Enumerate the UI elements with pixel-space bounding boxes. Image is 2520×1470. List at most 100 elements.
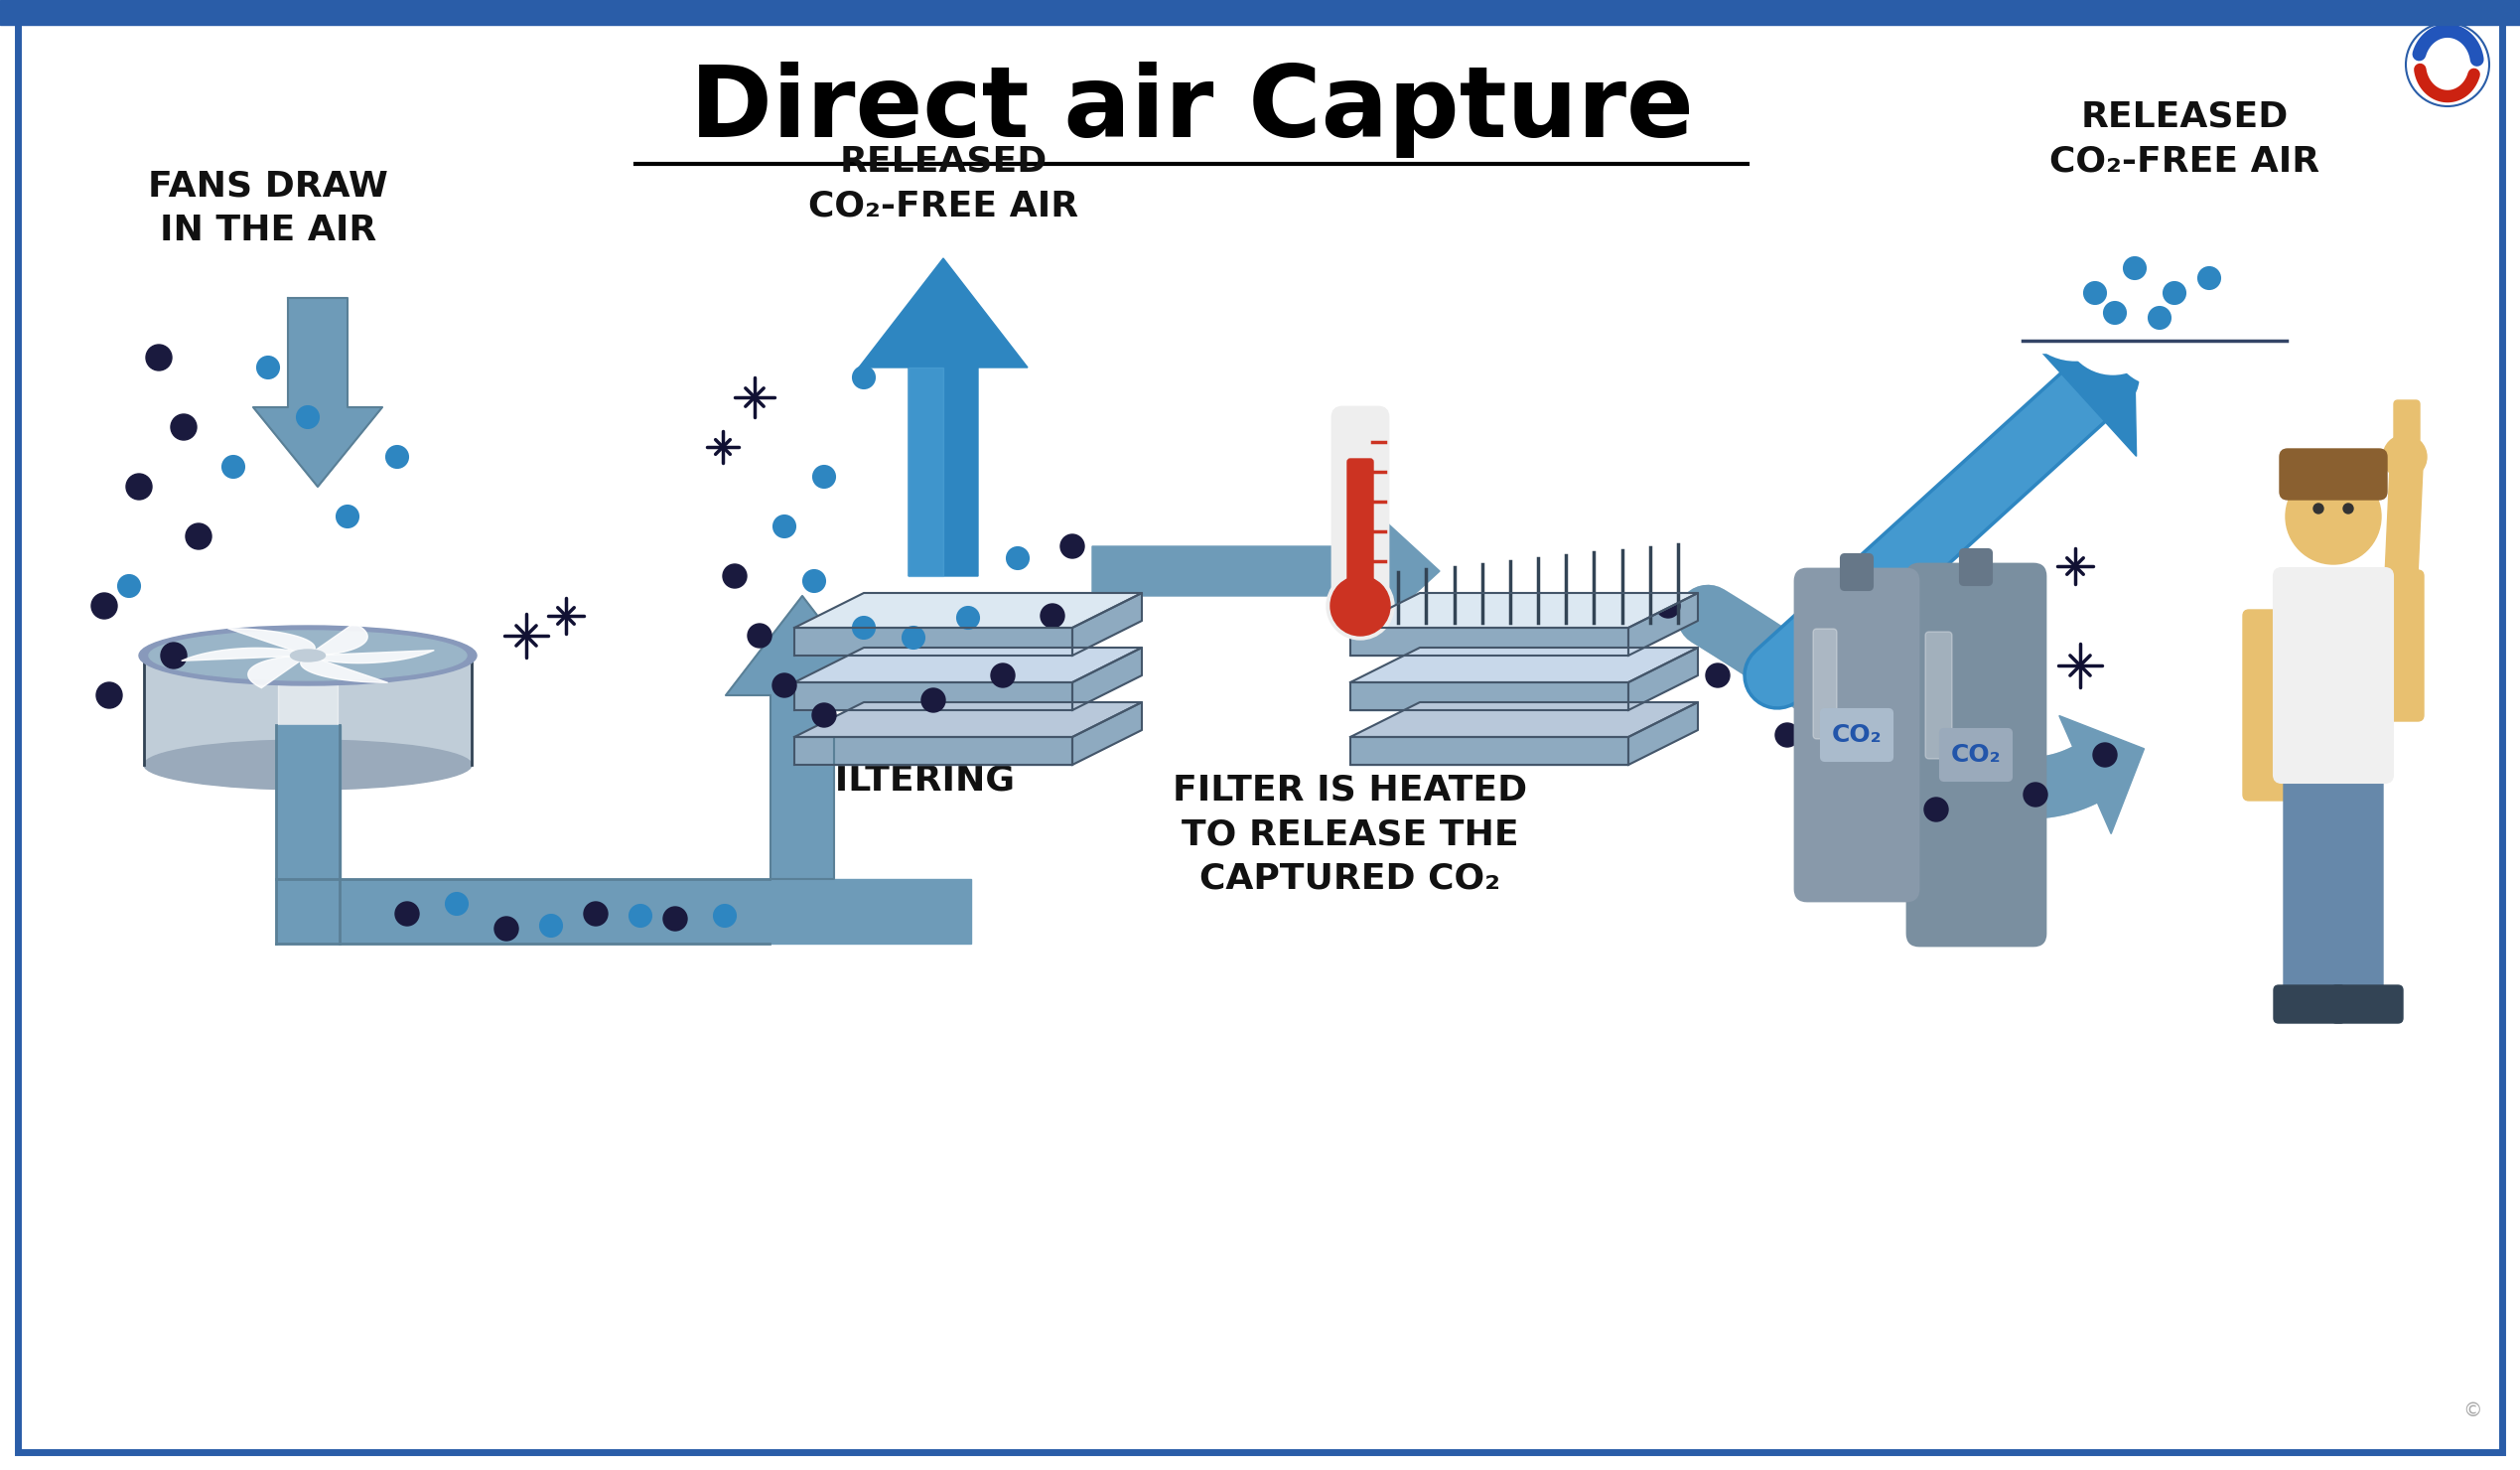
FancyBboxPatch shape: [1822, 709, 1893, 761]
Bar: [277, 725, 340, 944]
Circle shape: [2165, 282, 2185, 304]
Circle shape: [386, 445, 408, 467]
Circle shape: [774, 673, 796, 697]
Polygon shape: [910, 368, 942, 576]
Circle shape: [1845, 767, 1870, 792]
Text: RELEASED
CO₂-FREE AIR: RELEASED CO₂-FREE AIR: [2049, 100, 2318, 178]
Polygon shape: [181, 648, 307, 662]
Circle shape: [2313, 504, 2323, 513]
Circle shape: [1706, 663, 1729, 688]
Circle shape: [2197, 268, 2220, 290]
Bar: [2021, 313, 2288, 353]
Circle shape: [2094, 742, 2117, 767]
Polygon shape: [307, 623, 368, 656]
Circle shape: [922, 688, 945, 711]
Polygon shape: [2029, 338, 2137, 456]
FancyBboxPatch shape: [2273, 985, 2346, 1023]
FancyBboxPatch shape: [1333, 407, 1389, 612]
Circle shape: [2150, 307, 2170, 329]
FancyBboxPatch shape: [1840, 554, 1872, 589]
Circle shape: [297, 406, 318, 428]
Circle shape: [774, 516, 796, 538]
Bar: [277, 879, 970, 944]
Circle shape: [91, 592, 116, 619]
Circle shape: [1041, 604, 1063, 628]
Circle shape: [1774, 723, 1799, 747]
Circle shape: [396, 903, 418, 926]
Circle shape: [2019, 245, 2132, 360]
FancyBboxPatch shape: [18, 22, 2502, 1452]
Polygon shape: [1628, 592, 1698, 656]
FancyBboxPatch shape: [1812, 629, 1837, 739]
Circle shape: [1925, 798, 1948, 822]
Polygon shape: [794, 648, 1142, 682]
Circle shape: [2074, 201, 2215, 344]
Circle shape: [338, 506, 358, 528]
Circle shape: [494, 917, 519, 941]
Circle shape: [1008, 547, 1028, 569]
Circle shape: [2286, 469, 2381, 564]
FancyBboxPatch shape: [1348, 459, 1373, 604]
Bar: [0, 0, 2520, 25]
Circle shape: [811, 703, 837, 728]
Polygon shape: [252, 298, 383, 487]
FancyBboxPatch shape: [1940, 729, 2011, 781]
FancyBboxPatch shape: [1925, 632, 1953, 759]
Circle shape: [852, 617, 874, 638]
FancyBboxPatch shape: [2281, 448, 2386, 500]
Circle shape: [257, 357, 280, 378]
Polygon shape: [277, 656, 338, 764]
Circle shape: [186, 523, 212, 550]
FancyBboxPatch shape: [2283, 750, 2336, 998]
Circle shape: [2124, 257, 2145, 279]
Ellipse shape: [144, 739, 471, 789]
Polygon shape: [794, 736, 1074, 764]
Polygon shape: [227, 629, 315, 656]
Polygon shape: [1351, 703, 1698, 736]
Text: FILTERING: FILTERING: [811, 763, 1016, 797]
FancyBboxPatch shape: [2273, 567, 2394, 782]
Polygon shape: [1074, 703, 1142, 764]
Circle shape: [1061, 535, 1084, 559]
Circle shape: [2384, 435, 2427, 479]
FancyBboxPatch shape: [2243, 610, 2291, 801]
FancyBboxPatch shape: [2394, 400, 2419, 442]
Polygon shape: [794, 628, 1074, 656]
Circle shape: [171, 415, 197, 440]
Circle shape: [446, 892, 469, 914]
Circle shape: [1656, 594, 1681, 617]
Circle shape: [958, 607, 978, 629]
Text: Direct air Capture: Direct air Capture: [690, 62, 1693, 157]
Circle shape: [96, 682, 121, 709]
Circle shape: [118, 575, 141, 597]
Polygon shape: [300, 656, 388, 682]
Ellipse shape: [149, 631, 466, 681]
Text: FANS DRAW
IN THE AIR: FANS DRAW IN THE AIR: [149, 169, 388, 248]
Circle shape: [126, 473, 151, 500]
Circle shape: [585, 903, 607, 926]
Text: RELEASED
CO₂-FREE AIR: RELEASED CO₂-FREE AIR: [809, 144, 1079, 223]
Ellipse shape: [139, 626, 476, 685]
Circle shape: [2407, 24, 2490, 106]
Circle shape: [2132, 269, 2235, 372]
Polygon shape: [307, 650, 433, 663]
Circle shape: [748, 623, 771, 648]
Circle shape: [1326, 572, 1394, 639]
Circle shape: [942, 476, 965, 498]
Circle shape: [663, 907, 688, 931]
Text: ©: ©: [2462, 1401, 2482, 1420]
Circle shape: [990, 663, 1016, 688]
Polygon shape: [2059, 716, 2145, 833]
Polygon shape: [1091, 516, 1439, 626]
Ellipse shape: [290, 650, 325, 662]
FancyBboxPatch shape: [1961, 550, 1991, 585]
Polygon shape: [1351, 592, 1698, 628]
Polygon shape: [726, 595, 879, 879]
Bar: [2021, 293, 2288, 343]
Circle shape: [804, 570, 824, 592]
Circle shape: [539, 914, 562, 936]
Circle shape: [814, 466, 834, 488]
Circle shape: [630, 906, 650, 926]
Polygon shape: [144, 656, 471, 764]
Polygon shape: [1351, 628, 1628, 656]
